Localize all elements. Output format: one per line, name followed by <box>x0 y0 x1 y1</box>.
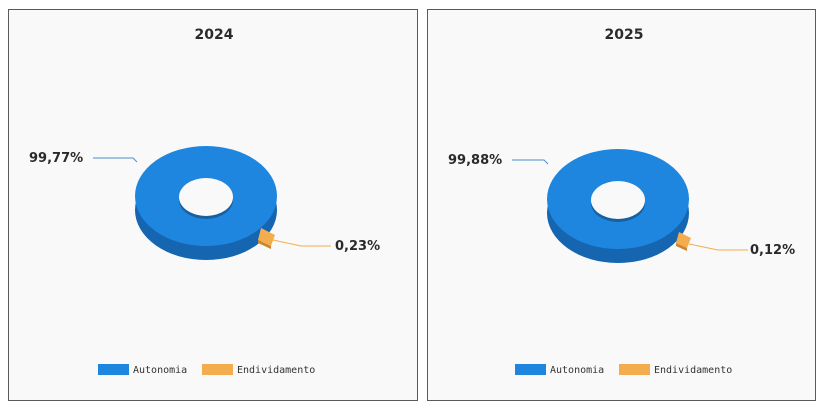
legend-label-autonomia: Autonomia <box>550 365 604 376</box>
data-label-endividamento: 0,12% <box>750 243 795 258</box>
leader-line-endividamento <box>272 239 331 247</box>
legend-label-endividamento: Endividamento <box>237 365 315 376</box>
legend-swatch-autonomia <box>98 364 129 375</box>
donut-3d <box>135 146 277 260</box>
donut-chart-2025: 2025 99,88% 0,12% Autonomia Endividament… <box>448 27 795 376</box>
legend-label-autonomia: Autonomia <box>133 365 187 376</box>
chart-panel-2025: 2025 99,88% 0,12% Autonomia Endividament… <box>427 9 816 401</box>
slice-endividamento <box>258 228 275 246</box>
donut-chart-2024: 2024 99,77% 0,23% Autonomia Endividament… <box>29 27 380 376</box>
data-label-endividamento: 0,23% <box>335 239 380 254</box>
leader-line-autonomia <box>512 159 549 165</box>
legend: Autonomia Endividamento <box>515 364 732 376</box>
chart-title: 2024 <box>195 27 234 43</box>
legend-swatch-endividamento <box>202 364 233 375</box>
donut-hole <box>591 181 645 219</box>
data-label-autonomia: 99,88% <box>448 153 502 168</box>
donut-3d <box>547 149 691 263</box>
slice-endividamento-depth <box>258 240 271 249</box>
donut-hole <box>179 178 233 216</box>
leader-line-autonomia <box>93 157 138 163</box>
data-label-autonomia: 99,77% <box>29 151 83 166</box>
legend-swatch-autonomia <box>515 364 546 375</box>
leader-line-endividamento <box>688 243 748 251</box>
legend-label-endividamento: Endividamento <box>654 365 732 376</box>
legend: Autonomia Endividamento <box>98 364 315 376</box>
slice-endividamento-depth <box>676 243 687 251</box>
legend-swatch-endividamento <box>619 364 650 375</box>
slice-endividamento <box>676 232 691 248</box>
chart-title: 2025 <box>605 27 644 43</box>
chart-panel-2024: 2024 99,77% 0,23% Autonomia Endividament… <box>8 9 418 401</box>
